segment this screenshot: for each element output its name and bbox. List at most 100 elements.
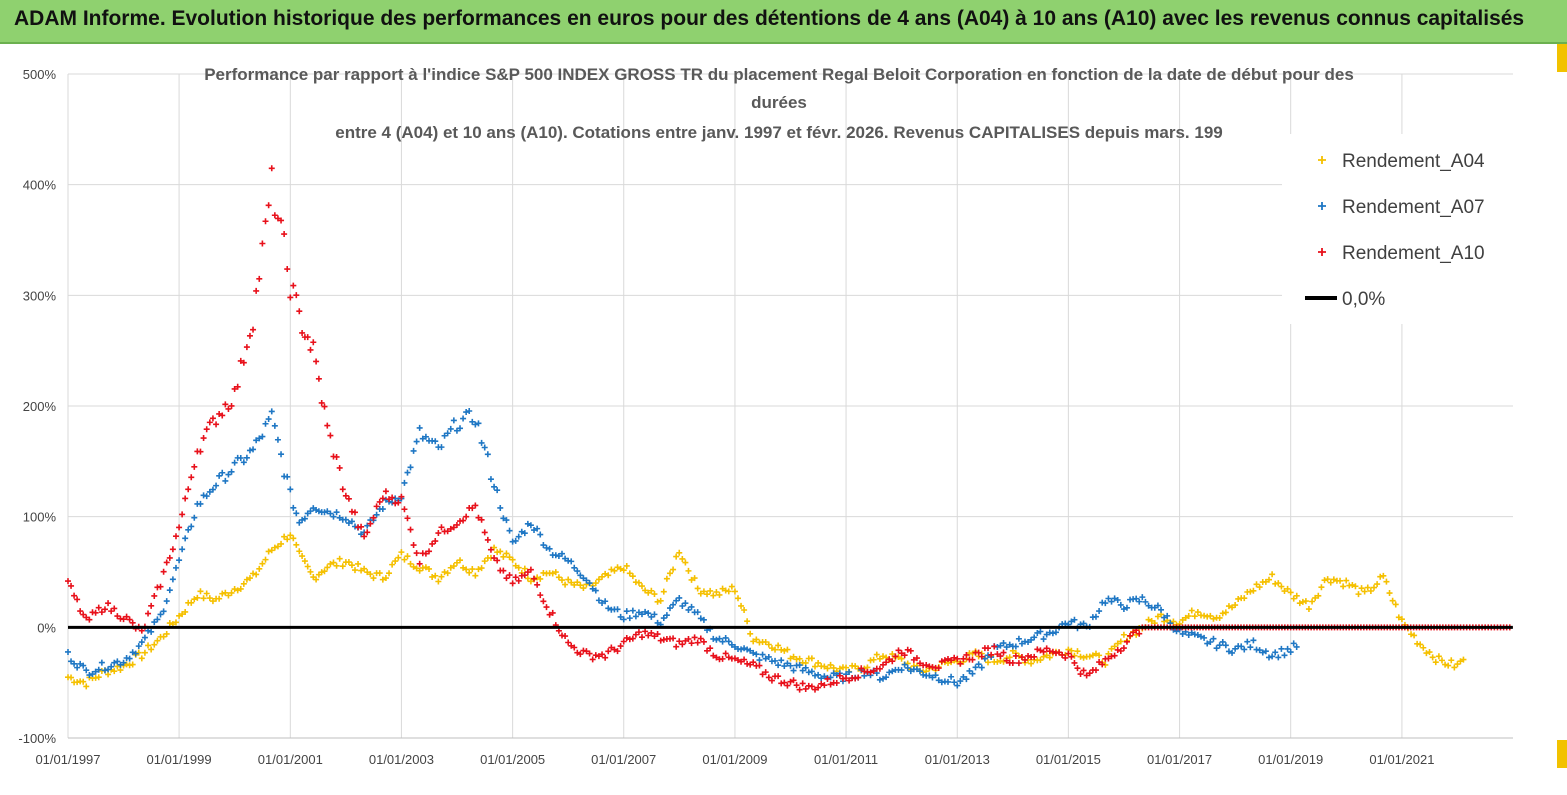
legend-item-0-0-[interactable]: 0,0% xyxy=(1305,289,1385,310)
data-point xyxy=(592,587,599,594)
data-point xyxy=(700,616,707,623)
legend-label: Rendement_A07 xyxy=(1342,197,1485,218)
data-point xyxy=(1151,604,1158,611)
scatter-chart[interactable]: 500%400%300%200%100%0%-100% 01/01/1997 01… xyxy=(0,44,1567,790)
data-point xyxy=(228,589,235,596)
data-point xyxy=(441,569,448,576)
data-point xyxy=(1229,649,1236,656)
data-point xyxy=(1324,576,1331,583)
data-point xyxy=(1448,657,1455,664)
data-point xyxy=(123,613,130,620)
data-point xyxy=(313,358,320,365)
data-point xyxy=(707,645,714,652)
data-point xyxy=(1201,634,1208,641)
data-point xyxy=(1043,645,1050,652)
chart-title-line: durées xyxy=(751,93,807,112)
data-point xyxy=(1185,613,1192,620)
data-point xyxy=(1018,654,1025,661)
data-point xyxy=(1117,601,1124,608)
data-point xyxy=(250,446,257,453)
data-point xyxy=(682,559,689,566)
data-point xyxy=(307,508,314,515)
data-point xyxy=(126,616,133,623)
data-point xyxy=(1340,583,1347,590)
data-point xyxy=(1204,640,1211,647)
series-rendement_a04 xyxy=(65,532,1467,690)
legend-label: Rendement_A04 xyxy=(1342,151,1485,172)
data-point xyxy=(509,556,516,563)
data-point xyxy=(1219,638,1226,645)
data-point xyxy=(274,543,281,550)
data-point xyxy=(1222,642,1229,649)
data-point xyxy=(948,657,955,664)
data-point xyxy=(981,655,988,662)
data-point xyxy=(676,594,683,601)
data-point xyxy=(1000,649,1007,656)
legend-item-rendement-a04[interactable]: Rendement_A04 xyxy=(1318,151,1485,172)
data-point xyxy=(605,605,612,612)
data-point xyxy=(1232,645,1239,652)
data-point xyxy=(203,426,210,433)
data-point xyxy=(246,332,253,339)
data-point xyxy=(738,658,745,665)
data-point xyxy=(429,540,436,547)
data-point xyxy=(404,515,411,522)
data-point xyxy=(503,517,510,524)
data-point xyxy=(948,673,955,680)
data-point xyxy=(787,655,794,662)
data-point xyxy=(1083,672,1090,679)
data-point xyxy=(811,686,818,693)
data-point xyxy=(336,464,343,471)
data-point xyxy=(475,514,482,521)
data-point xyxy=(775,662,782,669)
data-point xyxy=(299,553,306,560)
data-point xyxy=(379,506,386,513)
legend-label: 0,0% xyxy=(1342,289,1385,310)
data-point xyxy=(524,575,531,582)
data-point xyxy=(944,655,951,662)
data-point xyxy=(1117,638,1124,645)
data-point xyxy=(852,663,859,670)
data-point xyxy=(148,646,155,653)
data-point xyxy=(688,640,695,647)
data-point xyxy=(345,520,352,527)
data-point xyxy=(262,556,269,563)
data-point xyxy=(1161,614,1168,621)
data-point xyxy=(1040,648,1047,655)
data-point xyxy=(1244,638,1251,645)
data-point xyxy=(1188,607,1195,614)
legend-item-rendement-a10[interactable]: Rendement_A10 xyxy=(1318,243,1485,264)
data-point xyxy=(1040,636,1047,643)
data-point xyxy=(750,638,757,645)
chart-legend[interactable]: Rendement_A04 Rendement_A07 Rendement_A10 0… xyxy=(1282,134,1518,324)
data-point xyxy=(1000,658,1007,665)
data-point xyxy=(1012,652,1019,659)
data-point xyxy=(1102,600,1109,607)
data-point xyxy=(1164,612,1171,619)
data-point xyxy=(74,679,81,686)
data-point xyxy=(466,569,473,576)
data-point xyxy=(710,652,717,659)
data-point xyxy=(101,606,108,613)
data-point xyxy=(1080,667,1087,674)
data-point xyxy=(540,542,547,549)
legend-item-rendement-a07[interactable]: Rendement_A07 xyxy=(1318,197,1485,218)
data-point xyxy=(487,546,494,553)
data-point xyxy=(117,667,124,674)
data-point xyxy=(713,636,720,643)
data-point xyxy=(663,575,670,582)
data-point xyxy=(756,662,763,669)
data-point xyxy=(913,655,920,662)
data-point xyxy=(219,469,226,476)
data-point xyxy=(1080,654,1087,661)
x-tick-label: 01/01/2015 xyxy=(1036,752,1101,767)
data-point xyxy=(1120,606,1127,613)
data-point xyxy=(246,575,253,582)
data-point xyxy=(219,590,226,597)
data-point xyxy=(469,418,476,425)
data-point xyxy=(741,607,748,614)
data-point xyxy=(534,574,541,581)
data-point xyxy=(960,673,967,680)
data-point xyxy=(1111,652,1118,659)
data-point xyxy=(453,559,460,566)
